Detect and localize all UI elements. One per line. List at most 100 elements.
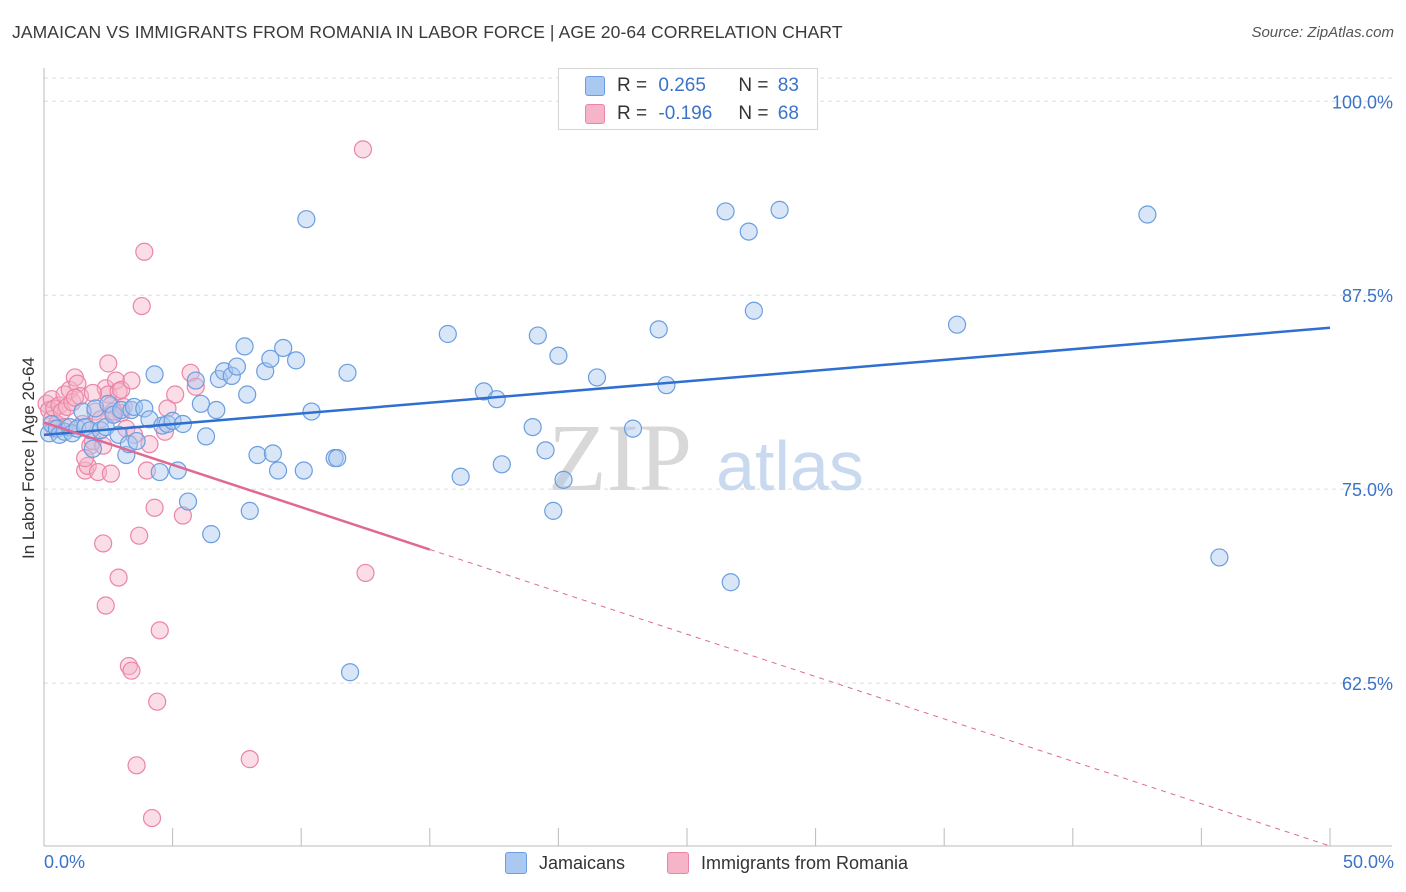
legend-row-romania: R = -0.196 N = 68	[585, 101, 799, 127]
romania-trend-line-extension	[429, 549, 1331, 847]
jamaican-point	[587, 368, 607, 387]
legend-r-label: R =	[617, 75, 648, 96]
jamaican-point	[536, 441, 555, 460]
jamaican-point	[127, 431, 146, 451]
jamaican-point	[202, 525, 221, 544]
jamaican-point	[207, 400, 226, 420]
y-tick-label: 62.5%	[1342, 674, 1393, 694]
jamaican-point	[1210, 548, 1229, 567]
romania-point	[101, 464, 120, 483]
watermark: ZIP atlas	[548, 404, 864, 511]
legend-label: Immigrants from Romania	[701, 852, 909, 873]
x-tick-label-max: 50.0%	[1342, 852, 1394, 872]
romania-point	[240, 750, 259, 769]
legend-row-jamaicans: R = 0.265 N = 83	[585, 73, 799, 99]
jamaican-point	[297, 210, 316, 229]
romania-point	[356, 563, 375, 583]
romania-point	[106, 371, 126, 390]
jamaican-point	[238, 385, 257, 404]
y-tick-label: 100.0%	[1332, 92, 1393, 112]
romania-point	[186, 377, 205, 396]
jamaican-point	[744, 301, 763, 320]
jamaican-point	[274, 338, 293, 358]
jamaican-point	[263, 444, 283, 463]
jamaican-point	[544, 501, 563, 520]
watermark-zip: ZIP	[548, 404, 692, 511]
legend-r-value: -0.196	[658, 103, 713, 124]
correlation-legend: R = 0.265 N = 83 R = -0.196 N = 68	[558, 68, 818, 130]
jamaican-point	[947, 315, 967, 334]
romania-point	[96, 596, 115, 615]
romania-point	[130, 526, 149, 545]
jamaican-point	[549, 346, 568, 365]
legend-swatch-pink	[585, 104, 605, 124]
legend-r-label: R =	[617, 103, 648, 124]
romania-point	[99, 354, 118, 373]
jamaican-point	[135, 399, 154, 418]
romania-point	[122, 371, 141, 390]
romania-point	[150, 621, 169, 640]
romania-point	[353, 140, 373, 159]
legend-swatch-pink	[667, 852, 689, 874]
y-tick-labels: 62.5% 75.0% 87.5% 100.0%	[1332, 92, 1393, 694]
y-axis-label: In Labor Force | Age 20-64	[19, 357, 38, 559]
romania-point	[127, 756, 146, 775]
jamaican-point	[487, 390, 506, 409]
series-romania-points	[37, 140, 375, 828]
jamaican-point	[191, 394, 210, 413]
y-tick-label: 87.5%	[1342, 286, 1393, 306]
romania-point	[132, 296, 151, 316]
y-tick-label: 75.0%	[1342, 480, 1393, 500]
jamaican-point	[261, 349, 280, 368]
legend-item-jamaicans[interactable]: Jamaicans	[505, 852, 625, 874]
jamaican-point	[186, 371, 205, 390]
jamaican-point	[554, 470, 573, 489]
grid-lines	[44, 77, 1392, 684]
jamaican-point	[235, 337, 254, 356]
legend-swatch-blue	[585, 76, 605, 96]
jamaican-point	[438, 324, 457, 344]
watermark-atlas: atlas	[716, 427, 864, 505]
jamaican-point	[770, 200, 789, 219]
legend-item-romania[interactable]: Immigrants from Romania	[667, 852, 908, 874]
jamaican-point	[657, 376, 676, 395]
jamaican-point	[294, 461, 313, 480]
jamaican-point	[150, 462, 169, 482]
jamaican-point	[528, 326, 547, 345]
romania-trend-line	[43, 421, 431, 551]
legend-n-label: N =	[738, 75, 769, 96]
jamaican-point	[523, 417, 542, 437]
jamaican-point	[222, 366, 241, 385]
jamaican-point	[83, 439, 102, 458]
jamaican-point	[721, 573, 740, 592]
jamaican-point	[649, 320, 668, 339]
romania-point	[83, 383, 102, 403]
jamaican-point	[1138, 205, 1157, 224]
chart-title: JAMAICAN VS IMMIGRANTS FROM ROMANIA IN L…	[12, 22, 843, 42]
romania-point	[135, 242, 154, 261]
jamaican-point	[623, 419, 643, 438]
legend-swatch-blue	[505, 852, 527, 874]
legend-n-label: N =	[738, 103, 769, 124]
jamaican-point	[328, 449, 347, 468]
romania-point	[109, 568, 128, 587]
jamaican-point	[340, 663, 360, 682]
jamaican-point	[109, 425, 128, 444]
trend-lines	[43, 326, 1331, 847]
romania-point	[148, 692, 167, 711]
legend-n-value: 68	[777, 103, 799, 124]
jamaican-point	[338, 363, 357, 382]
jamaican-point	[492, 455, 511, 474]
series-legend: Jamaicans Immigrants from Romania	[0, 852, 1406, 878]
romania-point	[173, 506, 192, 525]
jamaican-point	[716, 202, 735, 221]
romania-point	[142, 808, 162, 828]
jamaican-point	[178, 492, 198, 511]
jamaican-point	[248, 445, 267, 465]
romania-point	[94, 534, 113, 553]
jamaican-point	[268, 461, 288, 480]
source-note: Source: ZipAtlas.com	[1251, 24, 1394, 41]
romania-point	[122, 661, 141, 680]
jamaican-point	[451, 467, 470, 486]
